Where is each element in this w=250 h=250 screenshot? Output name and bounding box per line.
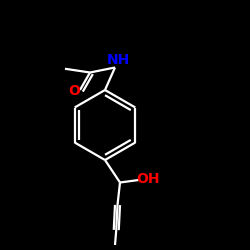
Text: O: O [68,84,80,98]
Text: OH: OH [136,172,160,186]
Text: NH: NH [107,53,130,67]
